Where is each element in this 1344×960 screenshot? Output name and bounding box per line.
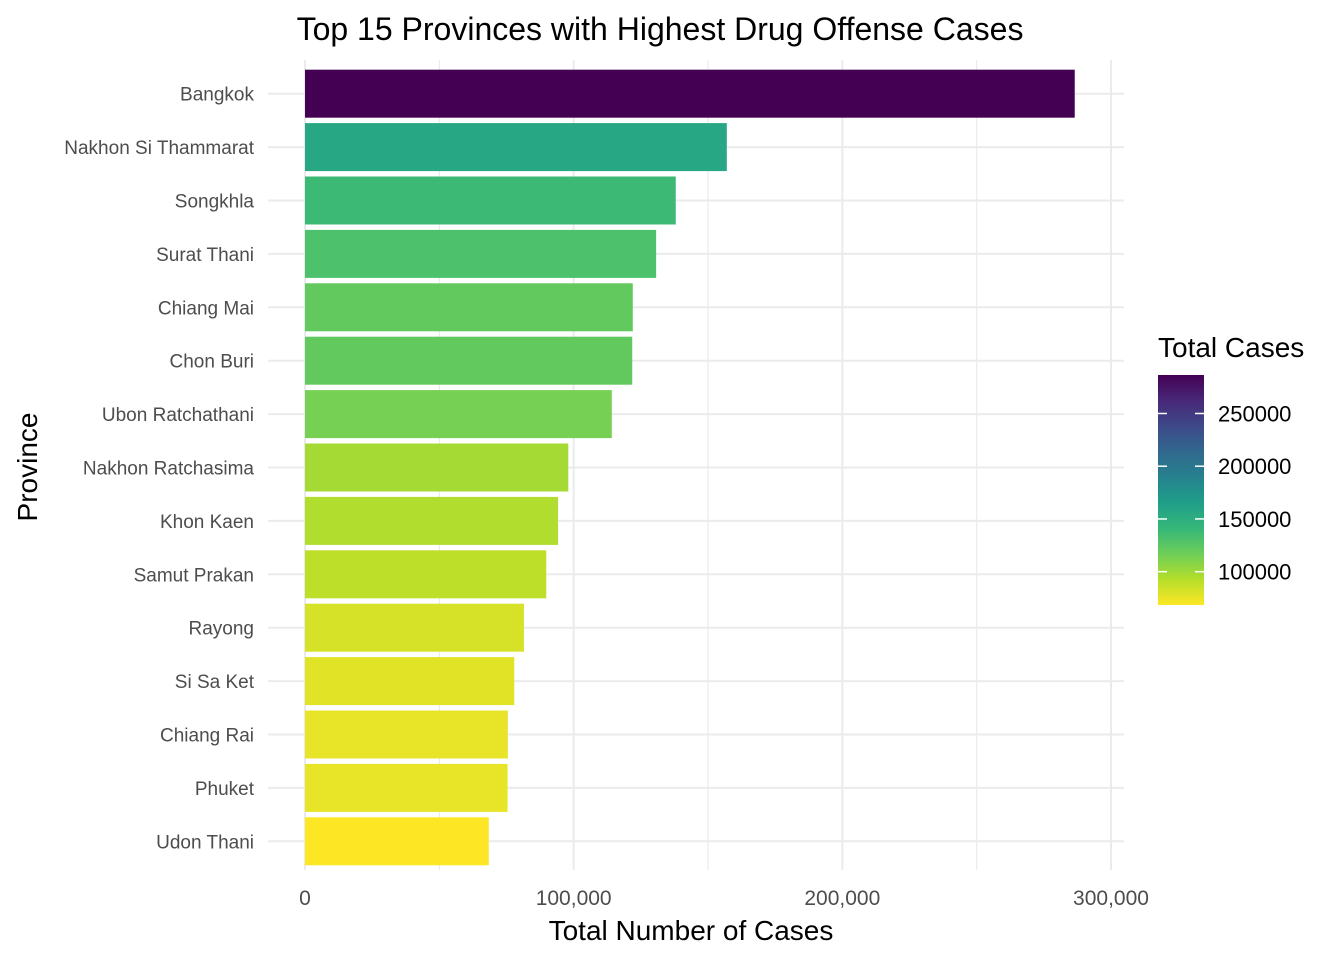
bar	[305, 710, 508, 759]
y-tick-label: Songkhla	[175, 192, 255, 213]
legend-ticks: 250000 200000 150000 100000	[1158, 401, 1291, 585]
y-tick-label: Phuket	[195, 779, 255, 800]
x-tick-label: 200,000	[804, 887, 880, 910]
bar	[305, 763, 508, 812]
x-tick-labels: 0 100,000 200,000 300,000	[299, 887, 1149, 910]
bar	[305, 229, 657, 278]
bar	[305, 123, 727, 172]
bar	[305, 443, 569, 492]
y-tick-label: Nakhon Ratchasima	[83, 459, 255, 480]
bar	[305, 176, 676, 225]
bar	[305, 336, 633, 385]
legend-colorbar	[1158, 375, 1204, 605]
legend-title: Total Cases	[1158, 332, 1304, 363]
y-tick-labels: Bangkok Nakhon Si Thammarat Songkhla Surat …	[64, 85, 254, 854]
x-axis-label: Total Number of Cases	[549, 915, 834, 946]
y-tick-label: Ubon Ratchathani	[102, 405, 254, 426]
x-tick-label: 100,000	[536, 887, 612, 910]
bar	[305, 603, 524, 652]
y-tick-label: Khon Kaen	[160, 512, 254, 533]
y-tick-label: Rayong	[189, 619, 255, 640]
bar	[305, 69, 1075, 118]
bars	[305, 69, 1075, 866]
legend: Total Cases 250000 200000 150000 100000	[1158, 332, 1304, 605]
bar	[305, 817, 489, 866]
bar	[305, 283, 633, 332]
y-tick-label: Chiang Rai	[160, 726, 254, 747]
legend-tick-label: 150000	[1218, 507, 1291, 532]
y-tick-label: Surat Thani	[156, 245, 254, 266]
legend-tick-label: 200000	[1218, 454, 1291, 479]
bar	[305, 496, 559, 545]
x-tick-label: 300,000	[1073, 887, 1149, 910]
chart-title: Top 15 Provinces with Highest Drug Offen…	[297, 11, 1024, 47]
legend-tick-label: 100000	[1218, 560, 1291, 585]
bar	[305, 657, 515, 706]
y-tick-label: Nakhon Si Thammarat	[64, 138, 254, 159]
y-tick-label: Udon Thani	[156, 832, 254, 853]
y-tick-label: Bangkok	[180, 85, 254, 106]
bar	[305, 550, 547, 599]
y-tick-label: Chiang Mai	[158, 298, 254, 319]
legend-tick-label: 250000	[1218, 401, 1291, 426]
y-tick-label: Si Sa Ket	[175, 672, 255, 693]
y-axis-label: Province	[12, 413, 43, 522]
x-tick-label: 0	[299, 887, 311, 910]
y-tick-label: Samut Prakan	[134, 565, 254, 586]
bar	[305, 390, 612, 439]
y-tick-label: Chon Buri	[170, 352, 255, 373]
